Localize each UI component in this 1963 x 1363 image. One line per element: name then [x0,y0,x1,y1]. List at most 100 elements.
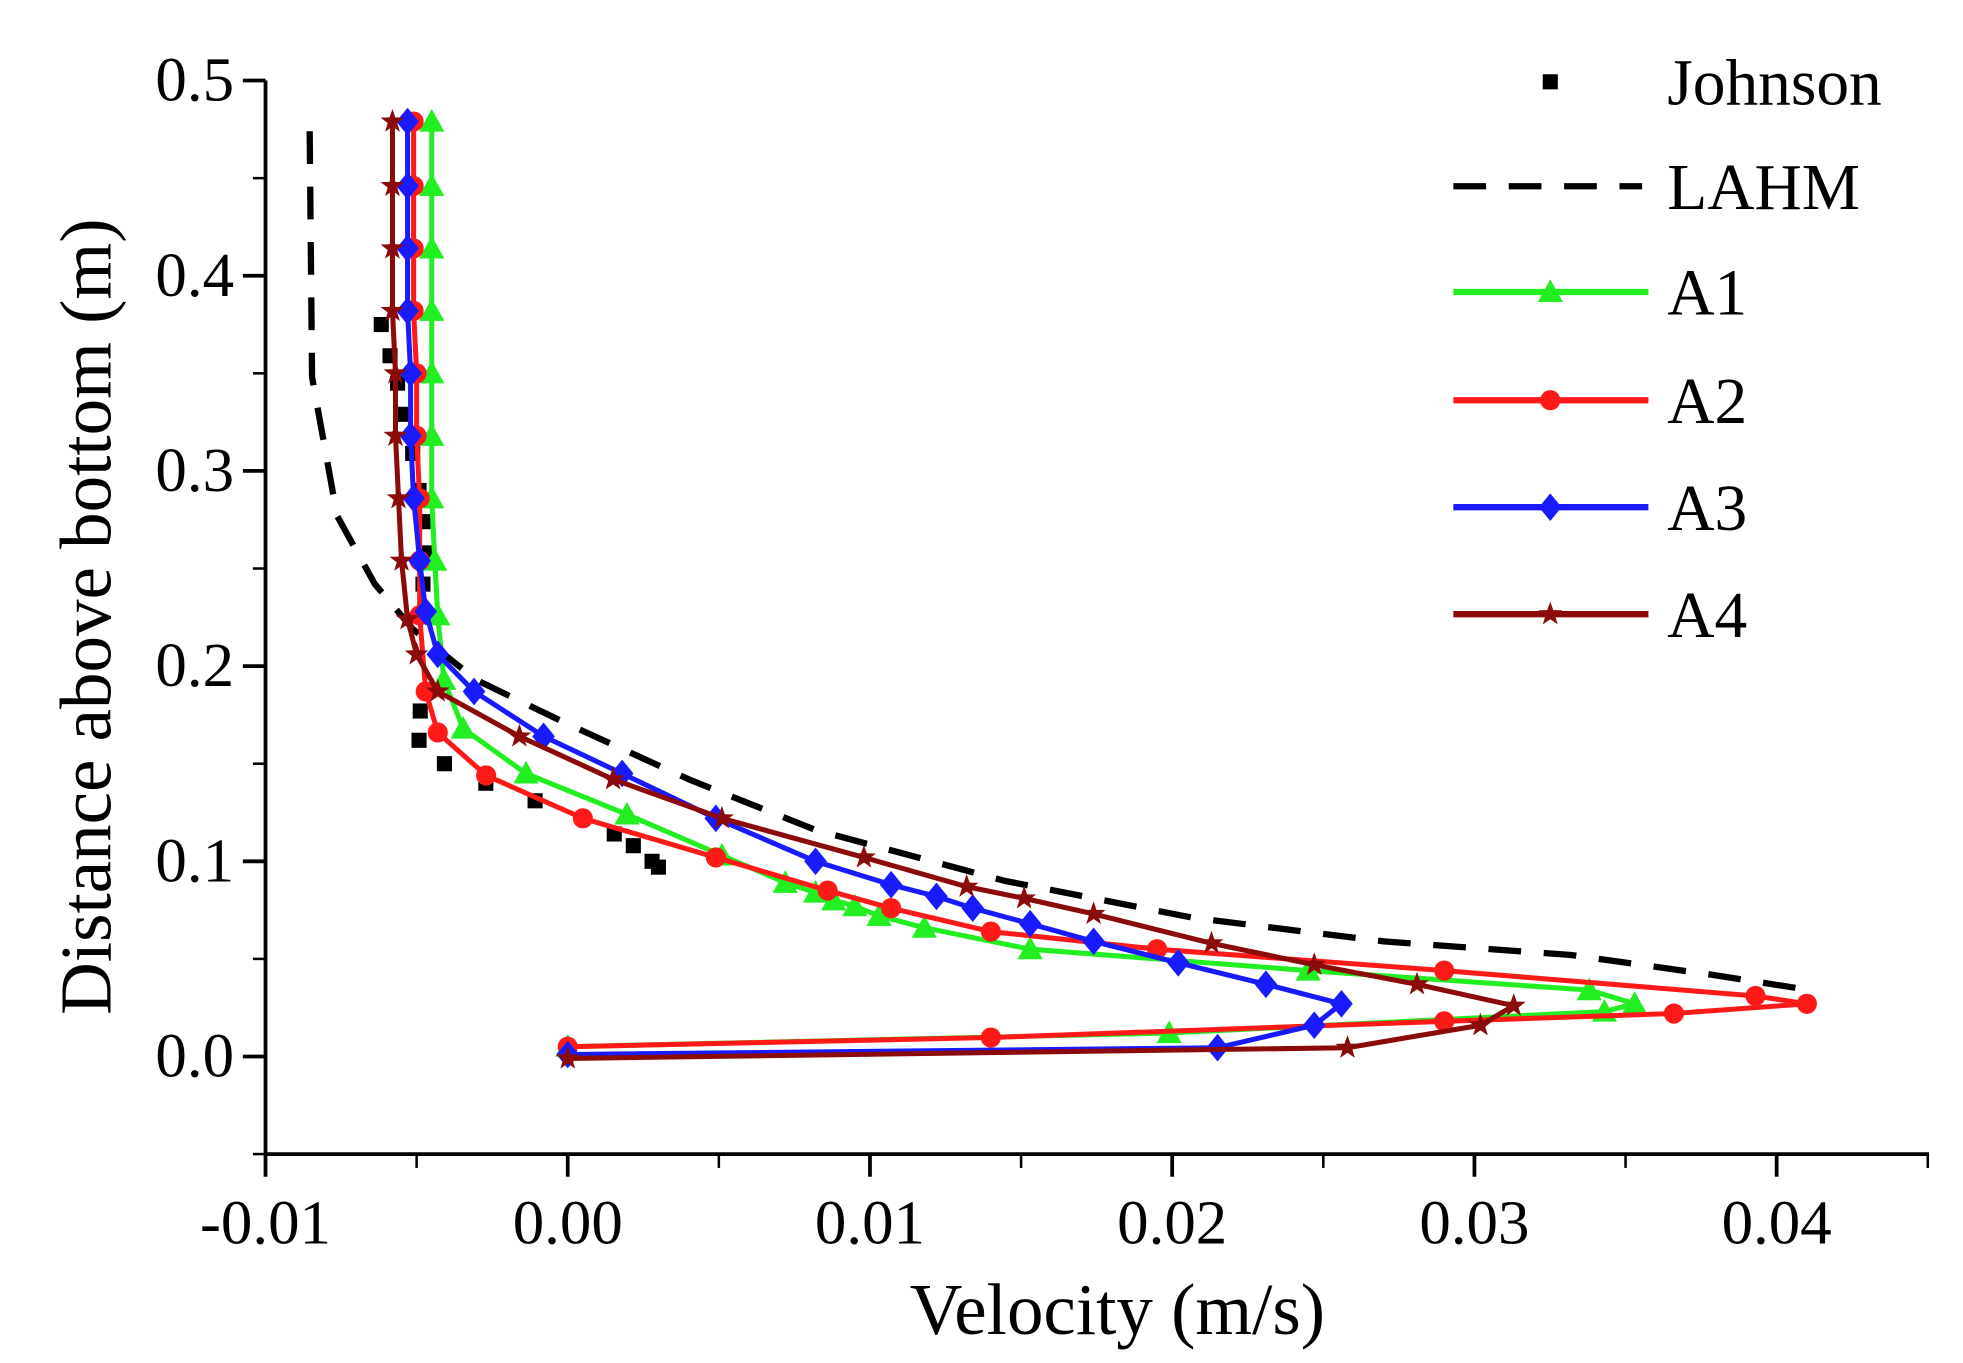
x-tick-label: 0.03 [1419,1187,1529,1257]
data-point-a4 [380,108,405,132]
data-point-a1 [425,602,451,626]
data-point-a2 [572,808,593,829]
legend-label: Johnson [1667,47,1881,119]
data-point-a4 [1012,885,1037,909]
data-point-johnson [395,406,411,422]
data-point-a2 [980,1027,1001,1048]
legend-swatch-marker [1537,279,1563,303]
data-point-a3 [1302,1011,1326,1040]
y-tick-label: 0.4 [155,240,234,310]
data-point-a3 [408,546,431,575]
data-point-a4 [1501,993,1526,1016]
data-point-a4 [404,641,429,665]
data-point-a4 [851,844,876,868]
data-point-a4 [383,360,408,384]
data-point-a2 [1745,985,1766,1007]
data-point-a3 [396,107,419,136]
data-point-johnson [436,756,452,772]
data-point-a3 [961,894,985,922]
x-tick-label: 0.04 [1722,1187,1832,1257]
legend-label: A2 [1667,366,1747,438]
data-point-a1 [1576,977,1602,1001]
data-point-a1 [1017,936,1043,960]
legend-swatch-marker [1540,390,1561,411]
x-tick-label: 0.00 [513,1187,623,1257]
data-point-a1 [866,903,892,927]
data-point-a2 [427,722,448,743]
data-point-a3 [879,870,903,899]
legend-item-a3: A3 [1453,473,1747,545]
series-line-a4 [389,121,1517,1061]
series-a2 [403,111,1817,1057]
data-point-a4 [1335,1035,1360,1058]
data-point-a1 [450,715,476,739]
legend-item-lahm: LAHM [1453,152,1860,224]
data-point-a4 [395,606,420,630]
legend: Johnson LAHM A1 A2 A3 A4 [1453,47,1882,652]
data-point-a4 [425,678,450,702]
data-point-a3 [426,640,450,669]
data-point-a3 [396,172,419,200]
data-point-a1 [1622,991,1648,1014]
data-point-a4 [380,173,405,197]
data-point-johnson [625,838,641,854]
data-point-a3 [1330,989,1353,1018]
data-point-a3 [462,677,486,706]
data-point-a3 [925,882,948,911]
y-tick-label: 0.0 [155,1021,234,1091]
x-axis-title: Velocity (m/s) [910,1269,1325,1350]
y-tick-label: 0.3 [155,435,234,505]
data-point-a3 [396,297,419,325]
data-point-a3 [1254,970,1278,999]
legend-swatch-marker [1538,493,1562,522]
data-point-a4 [380,235,405,259]
legend-label: LAHM [1667,152,1860,224]
data-point-a1 [821,887,847,911]
data-point-a2 [1796,993,1817,1014]
data-point-a2 [1434,1011,1455,1032]
data-point-a1 [614,801,640,825]
data-point-a4 [1302,952,1327,975]
data-point-a2 [980,921,1001,942]
data-point-a4 [507,723,532,747]
data-point-a1 [419,173,445,197]
legend-item-johnson: Johnson [1542,47,1882,119]
data-point-a4 [1199,930,1224,954]
data-point-a4 [386,485,411,509]
y-tick-label: 0.2 [155,630,234,700]
legend-label: A4 [1667,580,1747,652]
series-line-a2 [411,121,1810,1050]
data-point-johnson [650,859,666,875]
legend-swatch-marker [1542,74,1558,90]
data-point-a2 [1663,1003,1684,1024]
data-point-a4 [1405,971,1429,995]
legend-label: A3 [1667,473,1747,545]
y-tick-label: 0.1 [155,825,234,895]
data-point-a2 [817,880,838,901]
data-point-a1 [513,760,539,784]
data-point-a1 [772,870,798,893]
data-point-a4 [555,1045,580,1069]
data-point-a1 [419,108,445,132]
x-tick-label: -0.01 [200,1187,331,1257]
data-point-a1 [1295,958,1321,981]
data-point-a2 [476,765,497,786]
data-point-a1 [419,235,445,259]
series-line-lahm [306,131,1811,994]
data-point-a3 [1082,927,1105,956]
data-point-a1 [419,298,445,321]
data-point-johnson [373,316,389,333]
data-point-a4 [709,805,734,829]
data-point-a2 [1434,960,1455,981]
data-point-a4 [389,548,414,571]
y-tick-label: 0.5 [155,45,234,115]
legend-item-a1: A1 [1453,258,1747,330]
data-point-a1 [911,915,937,938]
data-point-a4 [954,874,979,897]
data-point-a1 [842,893,868,917]
legend-item-a4: A4 [1453,580,1747,652]
data-point-a4 [1081,901,1106,925]
data-point-a3 [399,421,422,450]
series-a4 [380,108,1526,1069]
